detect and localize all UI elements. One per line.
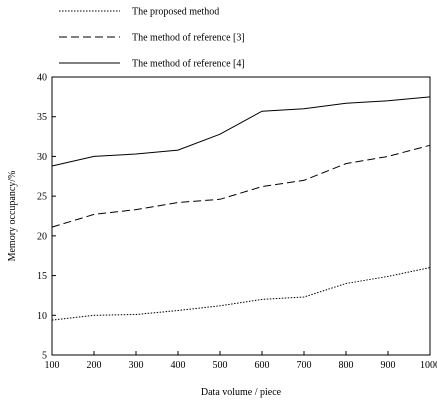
x-tick-label: 700	[297, 360, 312, 371]
x-axis: 100 200 300 400 500 600 700 800 900 1000	[45, 351, 437, 371]
x-tick-label: 800	[339, 360, 354, 371]
plot-area-frame	[51, 76, 431, 356]
series-line-dashed	[51, 144, 431, 228]
y-tick-label: 25	[37, 192, 47, 203]
series-lines	[51, 96, 431, 321]
x-axis-label: Data volume / piece	[201, 387, 282, 398]
chart-legend: The proposed method The method of referen…	[59, 7, 245, 70]
series-line-dotted	[51, 267, 431, 321]
x-tick-label: 200	[87, 360, 102, 371]
y-tick-label: 20	[37, 231, 47, 242]
y-axis-label: Memory occupancy/%	[7, 171, 18, 262]
legend-label: The proposed method	[132, 7, 219, 18]
x-tick-label: 300	[129, 360, 144, 371]
x-tick-label: 100	[45, 360, 60, 371]
legend-label: The method of reference [4]	[132, 59, 245, 70]
y-tick-label: 10	[37, 311, 47, 322]
x-tick-label: 900	[381, 360, 396, 371]
y-tick-label: 40	[37, 73, 47, 84]
series-line-solid	[51, 96, 431, 167]
y-tick-label: 5	[42, 351, 47, 362]
x-tick-label: 500	[213, 360, 228, 371]
y-axis: 5 10 15 20 25 30 35 40	[37, 73, 56, 362]
y-tick-label: 35	[37, 112, 47, 123]
legend-label: The method of reference [3]	[132, 33, 245, 44]
x-tick-label: 600	[255, 360, 270, 371]
y-tick-label: 30	[37, 152, 47, 163]
x-tick-label: 400	[171, 360, 186, 371]
y-tick-label: 15	[37, 271, 47, 282]
x-tick-label: 1000	[420, 360, 437, 371]
